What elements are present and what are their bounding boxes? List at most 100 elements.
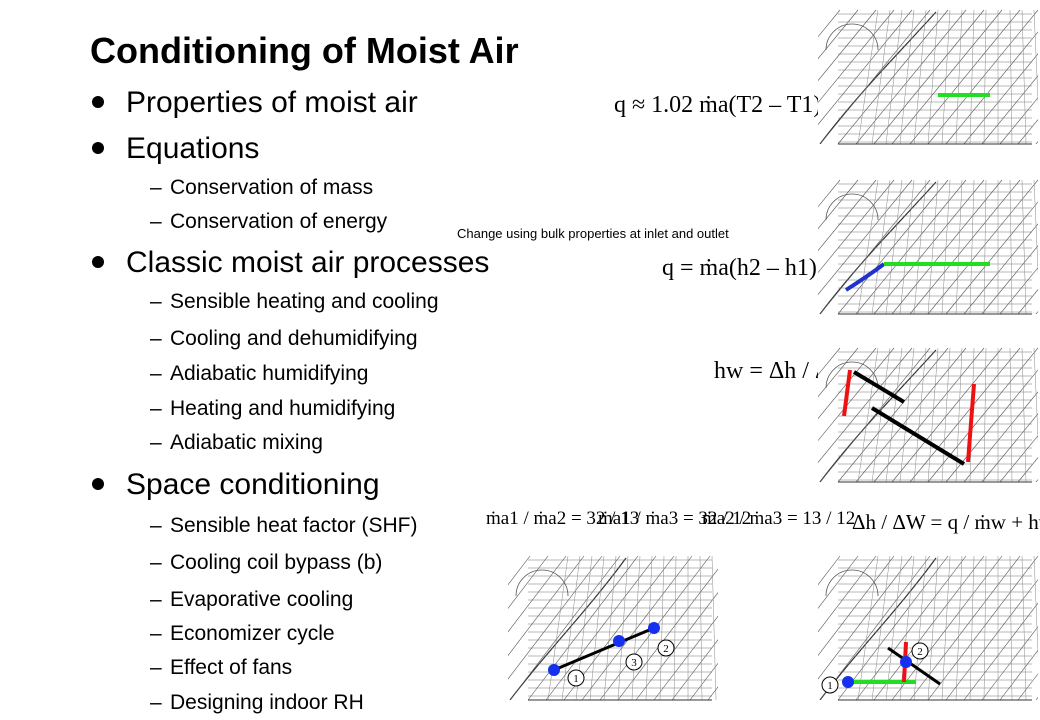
grid-line — [837, 179, 949, 315]
grid-line — [1009, 9, 1013, 145]
grid-line — [1017, 289, 1038, 315]
sub-item: – Effect of fans — [150, 656, 292, 680]
grid-line — [891, 347, 1003, 483]
grid-line — [1009, 347, 1013, 483]
grid-line — [1033, 555, 1038, 659]
state-label: 1 — [573, 673, 579, 685]
grid-line — [891, 555, 1003, 701]
psychrometric-chart-sensible — [818, 6, 1038, 164]
grid-line — [955, 9, 963, 145]
equation-mix-1: ṁa1 / ṁa2 = 32 / 13 — [486, 508, 640, 529]
state-label-circle — [567, 669, 585, 687]
grid-line — [1009, 179, 1013, 315]
grid-line — [999, 649, 1038, 701]
grid-line — [818, 347, 895, 442]
grid-line — [927, 9, 1038, 145]
dash: – — [150, 290, 162, 313]
grid-line — [653, 615, 718, 701]
grid-line — [818, 9, 895, 104]
grid-line — [589, 555, 605, 701]
dash: – — [150, 327, 162, 350]
process-line-cooling-curve — [844, 262, 886, 292]
grid-line — [913, 179, 927, 315]
bulk-properties-note: Change using bulk properties at inlet an… — [457, 226, 729, 241]
grid-line — [1021, 555, 1027, 701]
bullet-label: Equations — [126, 132, 260, 165]
state-label-circle — [657, 639, 675, 657]
slide-title: Conditioning of Moist Air — [90, 30, 519, 71]
grid-line — [945, 579, 1038, 701]
sub-item: – Designing indoor RH — [150, 691, 364, 715]
sub-item: – Conservation of energy — [150, 210, 387, 234]
sub-label: Adiabatic humidifying — [170, 362, 369, 385]
state-point — [842, 676, 854, 688]
dash: – — [150, 362, 162, 385]
grid-line — [855, 9, 967, 145]
slope-line — [966, 383, 976, 463]
grid-line — [885, 179, 903, 315]
sub-label: Adiabatic mixing — [170, 431, 323, 454]
grid-line — [837, 555, 949, 701]
dash: – — [150, 210, 162, 233]
grid-line — [818, 179, 841, 208]
grid-line — [837, 347, 949, 483]
equation-energy: q = ṁa(h2 – h1) — [662, 255, 817, 281]
slope-line — [842, 369, 852, 417]
grid-line — [1021, 9, 1027, 145]
grid-line — [818, 555, 913, 680]
grid-line — [855, 179, 967, 315]
grid-line — [909, 179, 1021, 315]
chart-footer — [818, 314, 1038, 334]
grid-line — [818, 555, 841, 586]
sub-item: – Conservation of mass — [150, 176, 373, 200]
dash: – — [150, 176, 162, 199]
grid-line — [1033, 179, 1038, 275]
chart-footer — [818, 700, 1038, 720]
equation-space: Δh / ΔW = q / ṁw + hw — [852, 510, 1040, 534]
equation-sensible: q ≈ 1.02 ṁa(T2 – T1) — [614, 92, 822, 118]
dash: – — [150, 431, 162, 454]
grid-line — [927, 9, 939, 145]
protractor — [515, 569, 569, 597]
equation-mix-3: ṁa2 / ṁa3 = 13 / 12 — [702, 508, 856, 529]
grid-line — [508, 555, 567, 633]
chart-footer — [508, 700, 718, 720]
grid-line — [891, 9, 1003, 145]
grid-line — [631, 555, 641, 701]
bullet-equations: Equations — [92, 132, 259, 166]
dash: – — [150, 514, 162, 537]
grid-line — [885, 555, 903, 701]
chart-background — [818, 176, 1038, 334]
grid-line — [927, 347, 1038, 483]
state-label: 3 — [631, 657, 637, 669]
protractor — [825, 23, 879, 51]
bullet-dot — [92, 256, 104, 269]
grid-line — [999, 435, 1038, 483]
sub-label: Sensible heating and cooling — [170, 290, 439, 313]
grid-line — [955, 555, 963, 701]
grid-line — [508, 555, 585, 656]
grid-line — [818, 555, 877, 633]
grid-line — [945, 201, 1038, 315]
grid-line — [873, 9, 985, 145]
sub-label: Evaporative cooling — [170, 588, 354, 611]
grid-line — [818, 9, 913, 125]
grid-line — [1017, 673, 1038, 701]
dash: – — [150, 588, 162, 611]
grid-line — [818, 9, 877, 82]
grid-line — [857, 555, 879, 701]
psychrometric-chart-space: 12 — [818, 552, 1038, 720]
grid-line — [963, 602, 1038, 701]
dash: – — [150, 397, 162, 420]
dash: – — [150, 551, 162, 574]
grid-line — [945, 31, 1038, 145]
saturation-curve — [819, 181, 937, 315]
state-label-circle — [911, 642, 929, 660]
sub-item: – Heating and humidifying — [150, 397, 395, 421]
grid-line — [818, 347, 859, 398]
grid-line — [617, 555, 629, 701]
protractor — [825, 193, 879, 221]
sub-label: Effect of fans — [170, 656, 293, 679]
grid-line — [927, 347, 939, 483]
dash: – — [150, 622, 162, 645]
